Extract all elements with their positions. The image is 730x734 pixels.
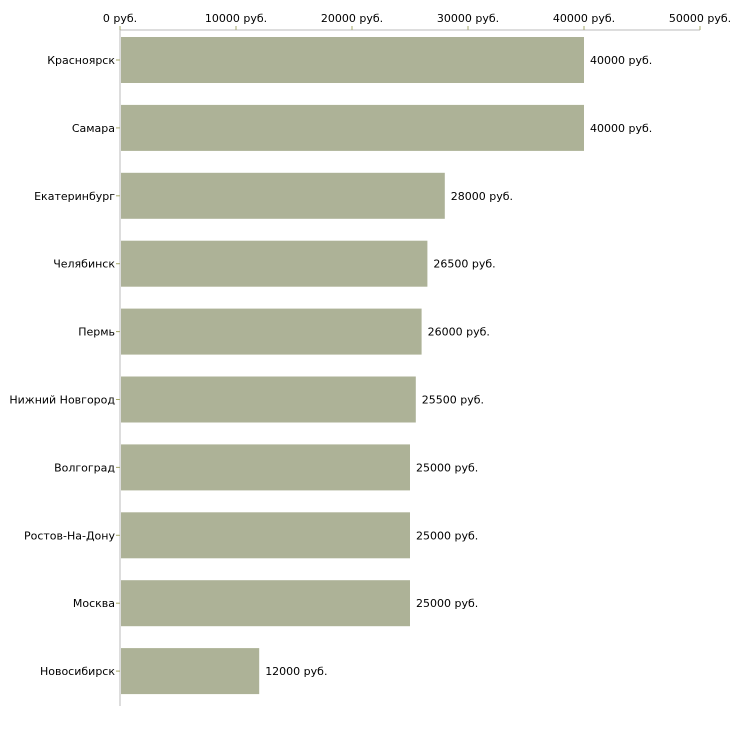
category-label: Пермь [78, 326, 115, 339]
x-tick-label: 20000 руб. [321, 12, 383, 25]
bar [121, 37, 584, 83]
category-label: Красноярск [47, 54, 115, 67]
bar [121, 172, 445, 219]
bar [121, 648, 260, 695]
x-tick-label: 0 руб. [103, 12, 137, 25]
bar [121, 308, 422, 355]
category-label: Самара [72, 122, 115, 135]
category-label: Новосибирск [40, 665, 115, 678]
value-label: 26500 руб. [433, 258, 495, 271]
bar [121, 104, 584, 151]
category-label: Челябинск [53, 258, 115, 271]
value-label: 12000 руб. [265, 665, 327, 678]
x-tick-label: 50000 руб. [669, 12, 730, 25]
category-label: Москва [73, 597, 115, 610]
value-label: 25000 руб. [416, 529, 478, 542]
value-label: 40000 руб. [590, 122, 652, 135]
bar [121, 444, 410, 491]
value-label: 25000 руб. [416, 461, 478, 474]
x-tick-label: 10000 руб. [205, 12, 267, 25]
bar [121, 240, 428, 287]
category-label: Волгоград [54, 461, 115, 474]
x-tick-label: 40000 руб. [553, 12, 615, 25]
value-label: 25000 руб. [416, 597, 478, 610]
value-label: 25500 руб. [422, 394, 484, 407]
bar [121, 512, 410, 559]
value-label: 28000 руб. [451, 190, 513, 203]
category-label: Ростов-На-Дону [24, 529, 115, 542]
value-label: 40000 руб. [590, 54, 652, 67]
category-label: Екатеринбург [34, 190, 115, 203]
x-tick-label: 30000 руб. [437, 12, 499, 25]
value-label: 26000 руб. [428, 326, 490, 339]
bar [121, 376, 416, 423]
category-label: Нижний Новгород [9, 394, 115, 407]
bar [121, 580, 410, 627]
